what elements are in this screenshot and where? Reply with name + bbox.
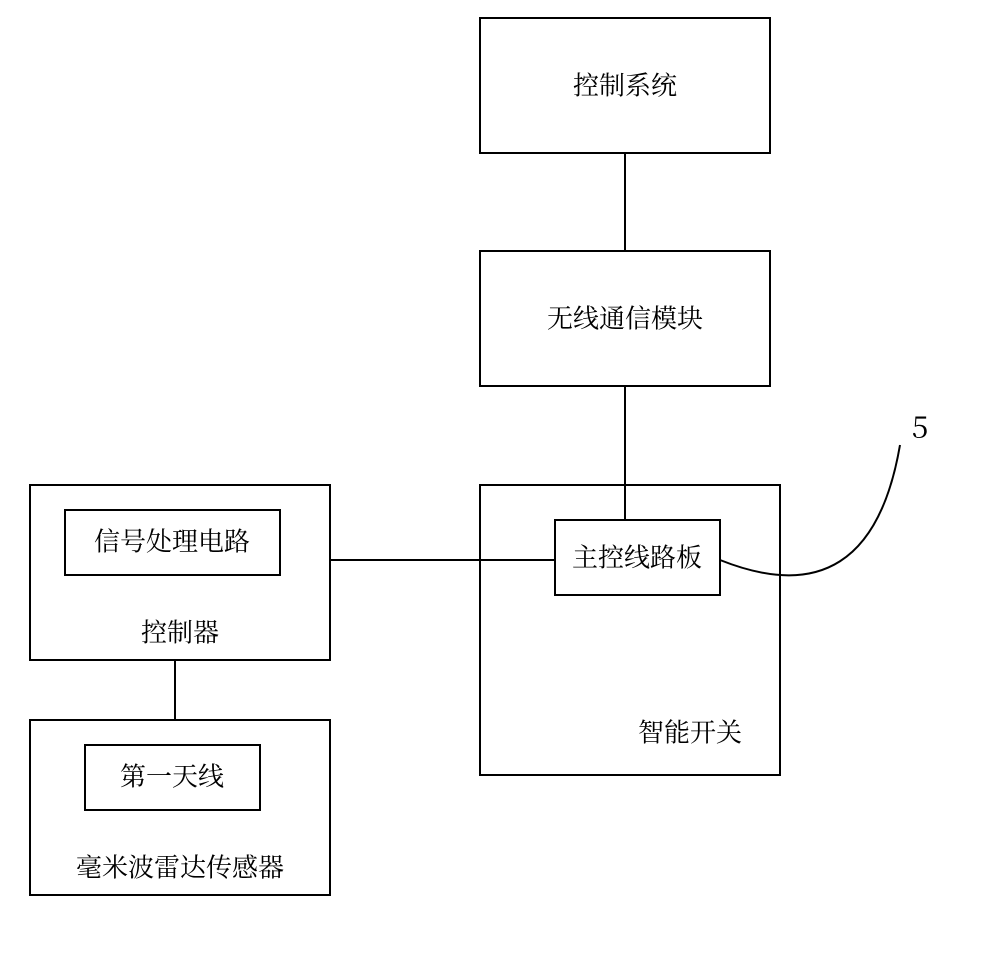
block-wireless-module: 无线通信模块 — [480, 251, 770, 386]
block-signal-circuit: 信号处理电路 — [65, 510, 280, 575]
block-label: 控制器 — [141, 613, 219, 650]
block-label: 控制系统 — [573, 66, 677, 103]
block-main-board: 主控线路板 — [555, 520, 720, 595]
block-label: 无线通信模块 — [547, 299, 703, 336]
block-label: 第一天线 — [120, 757, 224, 794]
block-smart-switch: 智能开关 — [480, 485, 780, 775]
annotation-leader — [720, 445, 900, 575]
block-label: 信号处理电路 — [94, 522, 250, 559]
block-label: 毫米波雷达传感器 — [76, 848, 284, 885]
block-mmwave-sensor: 毫米波雷达传感器 — [30, 720, 330, 895]
block-controller: 控制器 — [30, 485, 330, 660]
block-label: 主控线路板 — [572, 538, 702, 575]
block-label: 智能开关 — [638, 713, 742, 750]
annotation-label: 5 — [912, 403, 929, 447]
block-control-system: 控制系统 — [480, 18, 770, 153]
block-first-antenna: 第一天线 — [85, 745, 260, 810]
